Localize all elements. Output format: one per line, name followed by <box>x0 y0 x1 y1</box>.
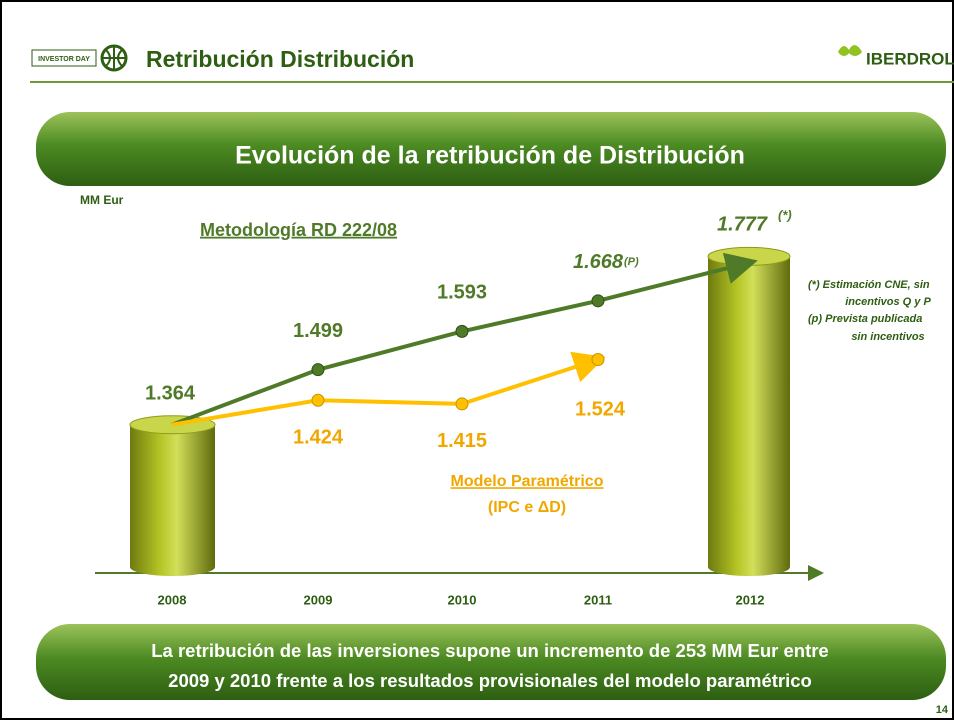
header-title: Retribución Distribución <box>146 46 414 72</box>
note: sin incentivos <box>851 331 924 343</box>
x-tick-label: 2011 <box>584 592 612 607</box>
frame <box>1 1 953 719</box>
y-label: MM Eur <box>80 193 124 207</box>
series-line <box>172 359 598 424</box>
note: (p) Prevista publicada <box>808 313 922 325</box>
x-tick-label: 2010 <box>448 592 477 607</box>
value-label: 1.593 <box>437 282 487 304</box>
note: (*) Estimación CNE, sin <box>808 279 930 291</box>
x-tick-label: 2008 <box>158 592 187 607</box>
point <box>592 353 604 365</box>
point <box>456 398 468 410</box>
value-label: 1.499 <box>293 320 343 342</box>
point <box>456 325 468 337</box>
value-label: 1.415 <box>437 430 487 452</box>
brand: IBERDROLA <box>866 49 954 68</box>
legend-entry: Metodología RD 222/08 <box>200 220 397 240</box>
cylinder <box>130 425 215 576</box>
cylinder <box>708 256 790 576</box>
value-label: 1.524 <box>575 398 626 420</box>
point <box>312 364 324 376</box>
value-label: 1.668 <box>573 251 624 273</box>
annotation: (*) <box>778 207 792 222</box>
value-label: 1.424 <box>293 427 344 449</box>
point <box>592 295 604 307</box>
x-tick-label: 2012 <box>736 592 765 607</box>
page-number: 14 <box>936 704 949 716</box>
slide: INVESTOR DAY Retribución Distribución IB… <box>0 0 954 720</box>
footer-line: 2009 y 2010 frente a los resultados prov… <box>168 670 812 691</box>
legend-subtitle: (IPC e ΔD) <box>488 499 566 516</box>
brand-leaves <box>838 45 862 56</box>
plot: 2008 2009 2010 2011 2012 1.364 1.499 1.593 1.668… <box>130 207 931 607</box>
banner-title: Evolución de la retribución de Distribuc… <box>235 142 745 170</box>
value-label: 1.364 <box>145 382 196 404</box>
annotation: (P) <box>624 256 639 268</box>
x-tick-label: 2009 <box>304 592 333 607</box>
badge: INVESTOR DAY <box>38 56 90 63</box>
footer-line: La retribución de las inversiones supone… <box>151 640 828 661</box>
note: incentivos Q y P <box>845 296 931 308</box>
legend-entry: Modelo Paramétrico <box>451 473 604 490</box>
point <box>312 394 324 406</box>
value-label: 1.777 <box>717 213 768 235</box>
